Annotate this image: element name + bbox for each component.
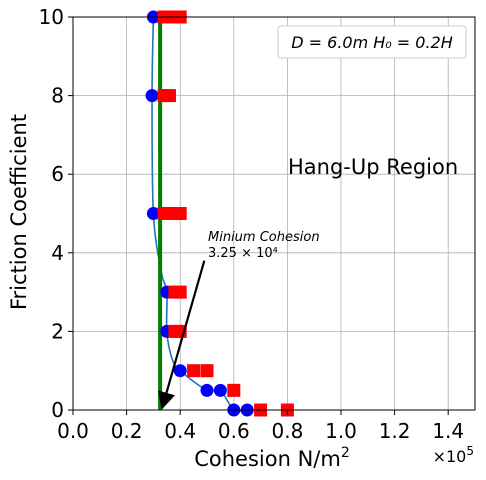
- x-tick-label: 1.4: [432, 419, 464, 443]
- x-tick-label: 0.0: [57, 419, 89, 443]
- y-tick-label: 10: [39, 5, 64, 29]
- annotation-arrow: [158, 260, 206, 410]
- min-cohesion-annotation: Minium Cohesion 3.25 × 10⁴: [158, 230, 320, 410]
- x-tick-label: 0.8: [271, 419, 303, 443]
- data-point-square: [187, 364, 201, 378]
- data-point-square: [173, 207, 187, 220]
- data-point-circle: [173, 364, 187, 378]
- x-tick-label: 1.2: [379, 419, 411, 443]
- x-axis-multiplier: ×105: [433, 444, 474, 466]
- x-tick-label: 0.4: [164, 419, 196, 443]
- annotation-value: 3.25 × 10⁴: [208, 246, 278, 261]
- tick-labels: 0.0 0.2 0.4 0.6 0.8 1.0 1.2 1.4 0 2 4 6 8 10: [39, 5, 465, 443]
- legend: D = 6.0m H₀ = 0.2H: [277, 25, 467, 59]
- data-point-square: [173, 285, 187, 299]
- data-point-square: [200, 364, 214, 378]
- data-point-square: [227, 383, 241, 397]
- data-point-circle: [145, 89, 159, 103]
- y-tick-label: 0: [51, 398, 64, 422]
- annotation-title: Minium Cohesion: [208, 230, 320, 245]
- axes: [72, 16, 476, 411]
- x-tick-label: 0.6: [218, 419, 250, 443]
- data-point-circle: [213, 383, 227, 397]
- x-axis-label: Cohesion N/m2: [194, 445, 350, 471]
- data-points-layer: [145, 10, 294, 417]
- y-tick-label: 4: [51, 241, 64, 265]
- data-point-circle: [146, 207, 160, 220]
- y-axis-label: Friction Coefficient: [7, 114, 31, 310]
- x-tick-label: 0.2: [111, 419, 143, 443]
- y-tick-label: 8: [51, 84, 64, 108]
- hang-up-region-label: Hang-Up Region: [288, 155, 458, 179]
- plot-frame: [72, 16, 476, 411]
- grid-lines: [72, 16, 475, 411]
- legend-text: D = 6.0m H₀ = 0.2H: [291, 33, 453, 52]
- legend-box: [277, 25, 467, 59]
- y-tick-label: 6: [51, 162, 64, 186]
- y-tick-label: 2: [51, 319, 64, 343]
- data-point-square: [162, 89, 176, 103]
- x-tick-label: 1.0: [325, 419, 357, 443]
- data-point-circle: [200, 383, 214, 397]
